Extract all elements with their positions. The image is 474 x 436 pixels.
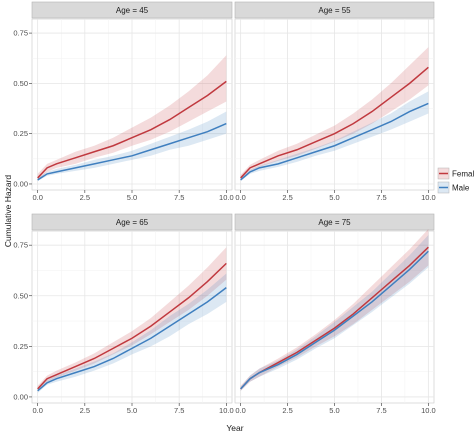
x-tick-label: 10.0 <box>219 406 234 415</box>
x-tick-label: 0.0 <box>32 406 42 415</box>
y-axis-title: Cumulative Hazard <box>3 175 13 248</box>
x-tick-label: 0.0 <box>32 193 42 202</box>
y-tick-label: 0.00 <box>13 392 28 401</box>
ci-band-female <box>37 55 227 180</box>
ci-band-male <box>37 111 227 181</box>
y-tick-label: 0.25 <box>13 342 28 351</box>
legend-label-male: Male <box>452 184 470 193</box>
x-tick-label: 10.0 <box>421 406 436 415</box>
x-tick-label: 5.0 <box>329 193 339 202</box>
series-line-female <box>37 262 227 390</box>
panel-1: Age = 45 0.00 0.25 0.50 0.75 0.0 2.5 5.0 7.5 10.0 <box>13 1 234 202</box>
x-tick-label: 5.0 <box>127 406 137 415</box>
panel-3: Age = 65 0.00 0.25 0.50 0.75 0.0 2.5 5.0 7.5 10.0 <box>13 213 234 415</box>
ci-band-female <box>37 247 227 391</box>
x-axis-title: Year <box>226 423 243 433</box>
ci-band-male <box>240 91 429 181</box>
x-tick-label: 7.5 <box>174 193 184 202</box>
y-tick-label: 0.75 <box>13 241 28 250</box>
series-line-female <box>240 66 429 179</box>
x-tick-label: 2.5 <box>282 406 292 415</box>
series-line-male <box>37 122 227 181</box>
series-line-male <box>240 250 429 390</box>
x-tick-label: 10.0 <box>421 193 436 202</box>
y-tick-label: 0.50 <box>13 291 28 300</box>
ci-band-female <box>240 228 429 391</box>
x-tick-label: 5.0 <box>329 406 339 415</box>
x-tick-label: 10.0 <box>219 193 234 202</box>
facet-title: Age = 55 <box>318 6 351 15</box>
legend: Female Male <box>437 167 474 194</box>
facet-strip <box>234 213 435 231</box>
x-tick-label: 7.5 <box>376 193 386 202</box>
y-tick-label: 0.50 <box>13 79 28 88</box>
facet-title: Age = 65 <box>116 218 149 227</box>
series-line-female <box>37 80 227 179</box>
facet-strip <box>31 213 233 231</box>
series-line-male <box>240 102 429 181</box>
x-tick-label: 2.5 <box>80 193 90 202</box>
panel-2: Age = 55 0.0 2.5 5.0 7.5 10.0 <box>234 1 436 202</box>
panel-4: Age = 75 0.0 2.5 5.0 7.5 10.0 <box>234 213 436 415</box>
x-tick-label: 7.5 <box>376 406 386 415</box>
x-tick-label: 0.0 <box>235 193 245 202</box>
x-tick-label: 5.0 <box>127 193 137 202</box>
facet-strip <box>234 1 435 19</box>
ci-band-female <box>240 47 429 180</box>
series-line-male <box>37 287 227 392</box>
x-tick-label: 2.5 <box>80 406 90 415</box>
facet-panels: Age = 45 0.00 0.25 0.50 0.75 0.0 2.5 5.0 7.5 10.0… <box>13 1 436 415</box>
x-tick-label: 7.5 <box>174 406 184 415</box>
x-tick-label: 0.0 <box>235 406 245 415</box>
ci-band-male <box>37 273 227 393</box>
facet-strip <box>31 1 233 19</box>
legend-label-female: Female <box>452 170 474 179</box>
facet-title: Age = 45 <box>116 6 149 15</box>
y-tick-label: 0.75 <box>13 29 28 38</box>
y-tick-label: 0.00 <box>13 179 28 188</box>
facet-title: Age = 75 <box>318 218 351 227</box>
ci-band-male <box>240 235 429 391</box>
y-tick-label: 0.25 <box>13 129 28 138</box>
x-tick-label: 2.5 <box>282 193 292 202</box>
